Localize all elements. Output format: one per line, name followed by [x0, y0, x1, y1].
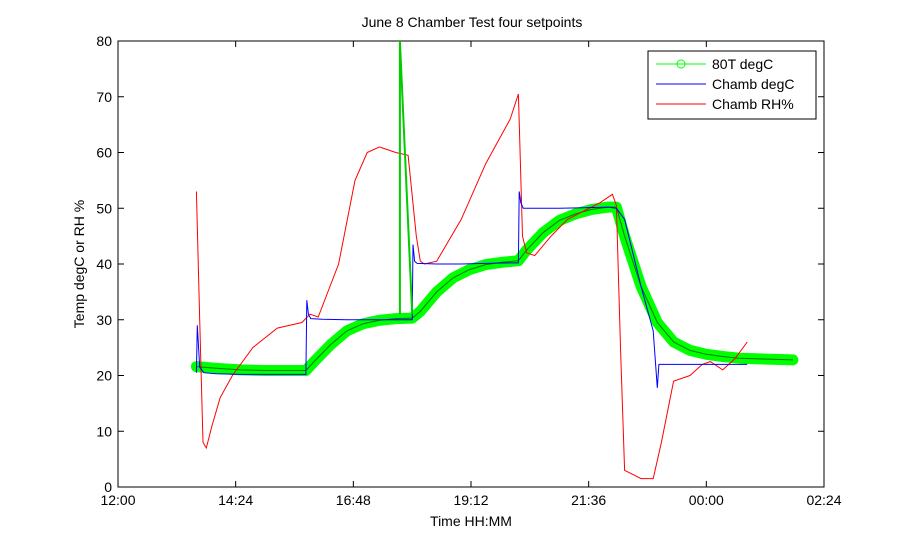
legend-box	[647, 50, 817, 120]
y-axis-title: Temp degC or RH %	[71, 200, 87, 328]
y-tick-label: 10	[96, 423, 112, 439]
x-tick-label: 02:24	[806, 492, 841, 508]
y-tick-label: 50	[96, 200, 112, 216]
series-line	[195, 191, 748, 388]
legend-label: Chamb degC	[712, 76, 795, 92]
x-tick-label: 16:48	[336, 492, 371, 508]
legend-marker	[676, 59, 686, 69]
series-line	[196, 206, 793, 371]
series-chamb-rh-	[195, 93, 748, 480]
y-tick-label: 0	[104, 479, 112, 495]
y-tick-label: 40	[96, 256, 112, 272]
series-spike	[398, 40, 414, 315]
series-chamb-degc	[195, 191, 748, 388]
series-line	[398, 40, 414, 315]
legend-label: Chamb RH%	[712, 96, 794, 112]
y-tick-label: 30	[96, 312, 112, 328]
x-axis-title: Time HH:MM	[430, 513, 512, 529]
x-tick-label: 21:36	[571, 492, 606, 508]
chart-title: June 8 Chamber Test four setpoints	[362, 14, 583, 30]
legend-label: 80T degC	[712, 56, 773, 72]
y-tick-label: 80	[96, 33, 112, 49]
x-tick-label: 19:12	[453, 492, 488, 508]
x-tick-label: 12:00	[100, 492, 135, 508]
legend: 80T degC Chamb degC Chamb RH%	[647, 50, 817, 120]
y-tick-label: 20	[96, 368, 112, 384]
series-80t-degc	[190, 201, 799, 376]
x-tick-label: 00:00	[689, 492, 724, 508]
x-tick-label: 14:24	[218, 492, 253, 508]
y-tick-label: 70	[96, 89, 112, 105]
y-tick-label: 60	[96, 145, 112, 161]
series-line	[195, 93, 748, 480]
